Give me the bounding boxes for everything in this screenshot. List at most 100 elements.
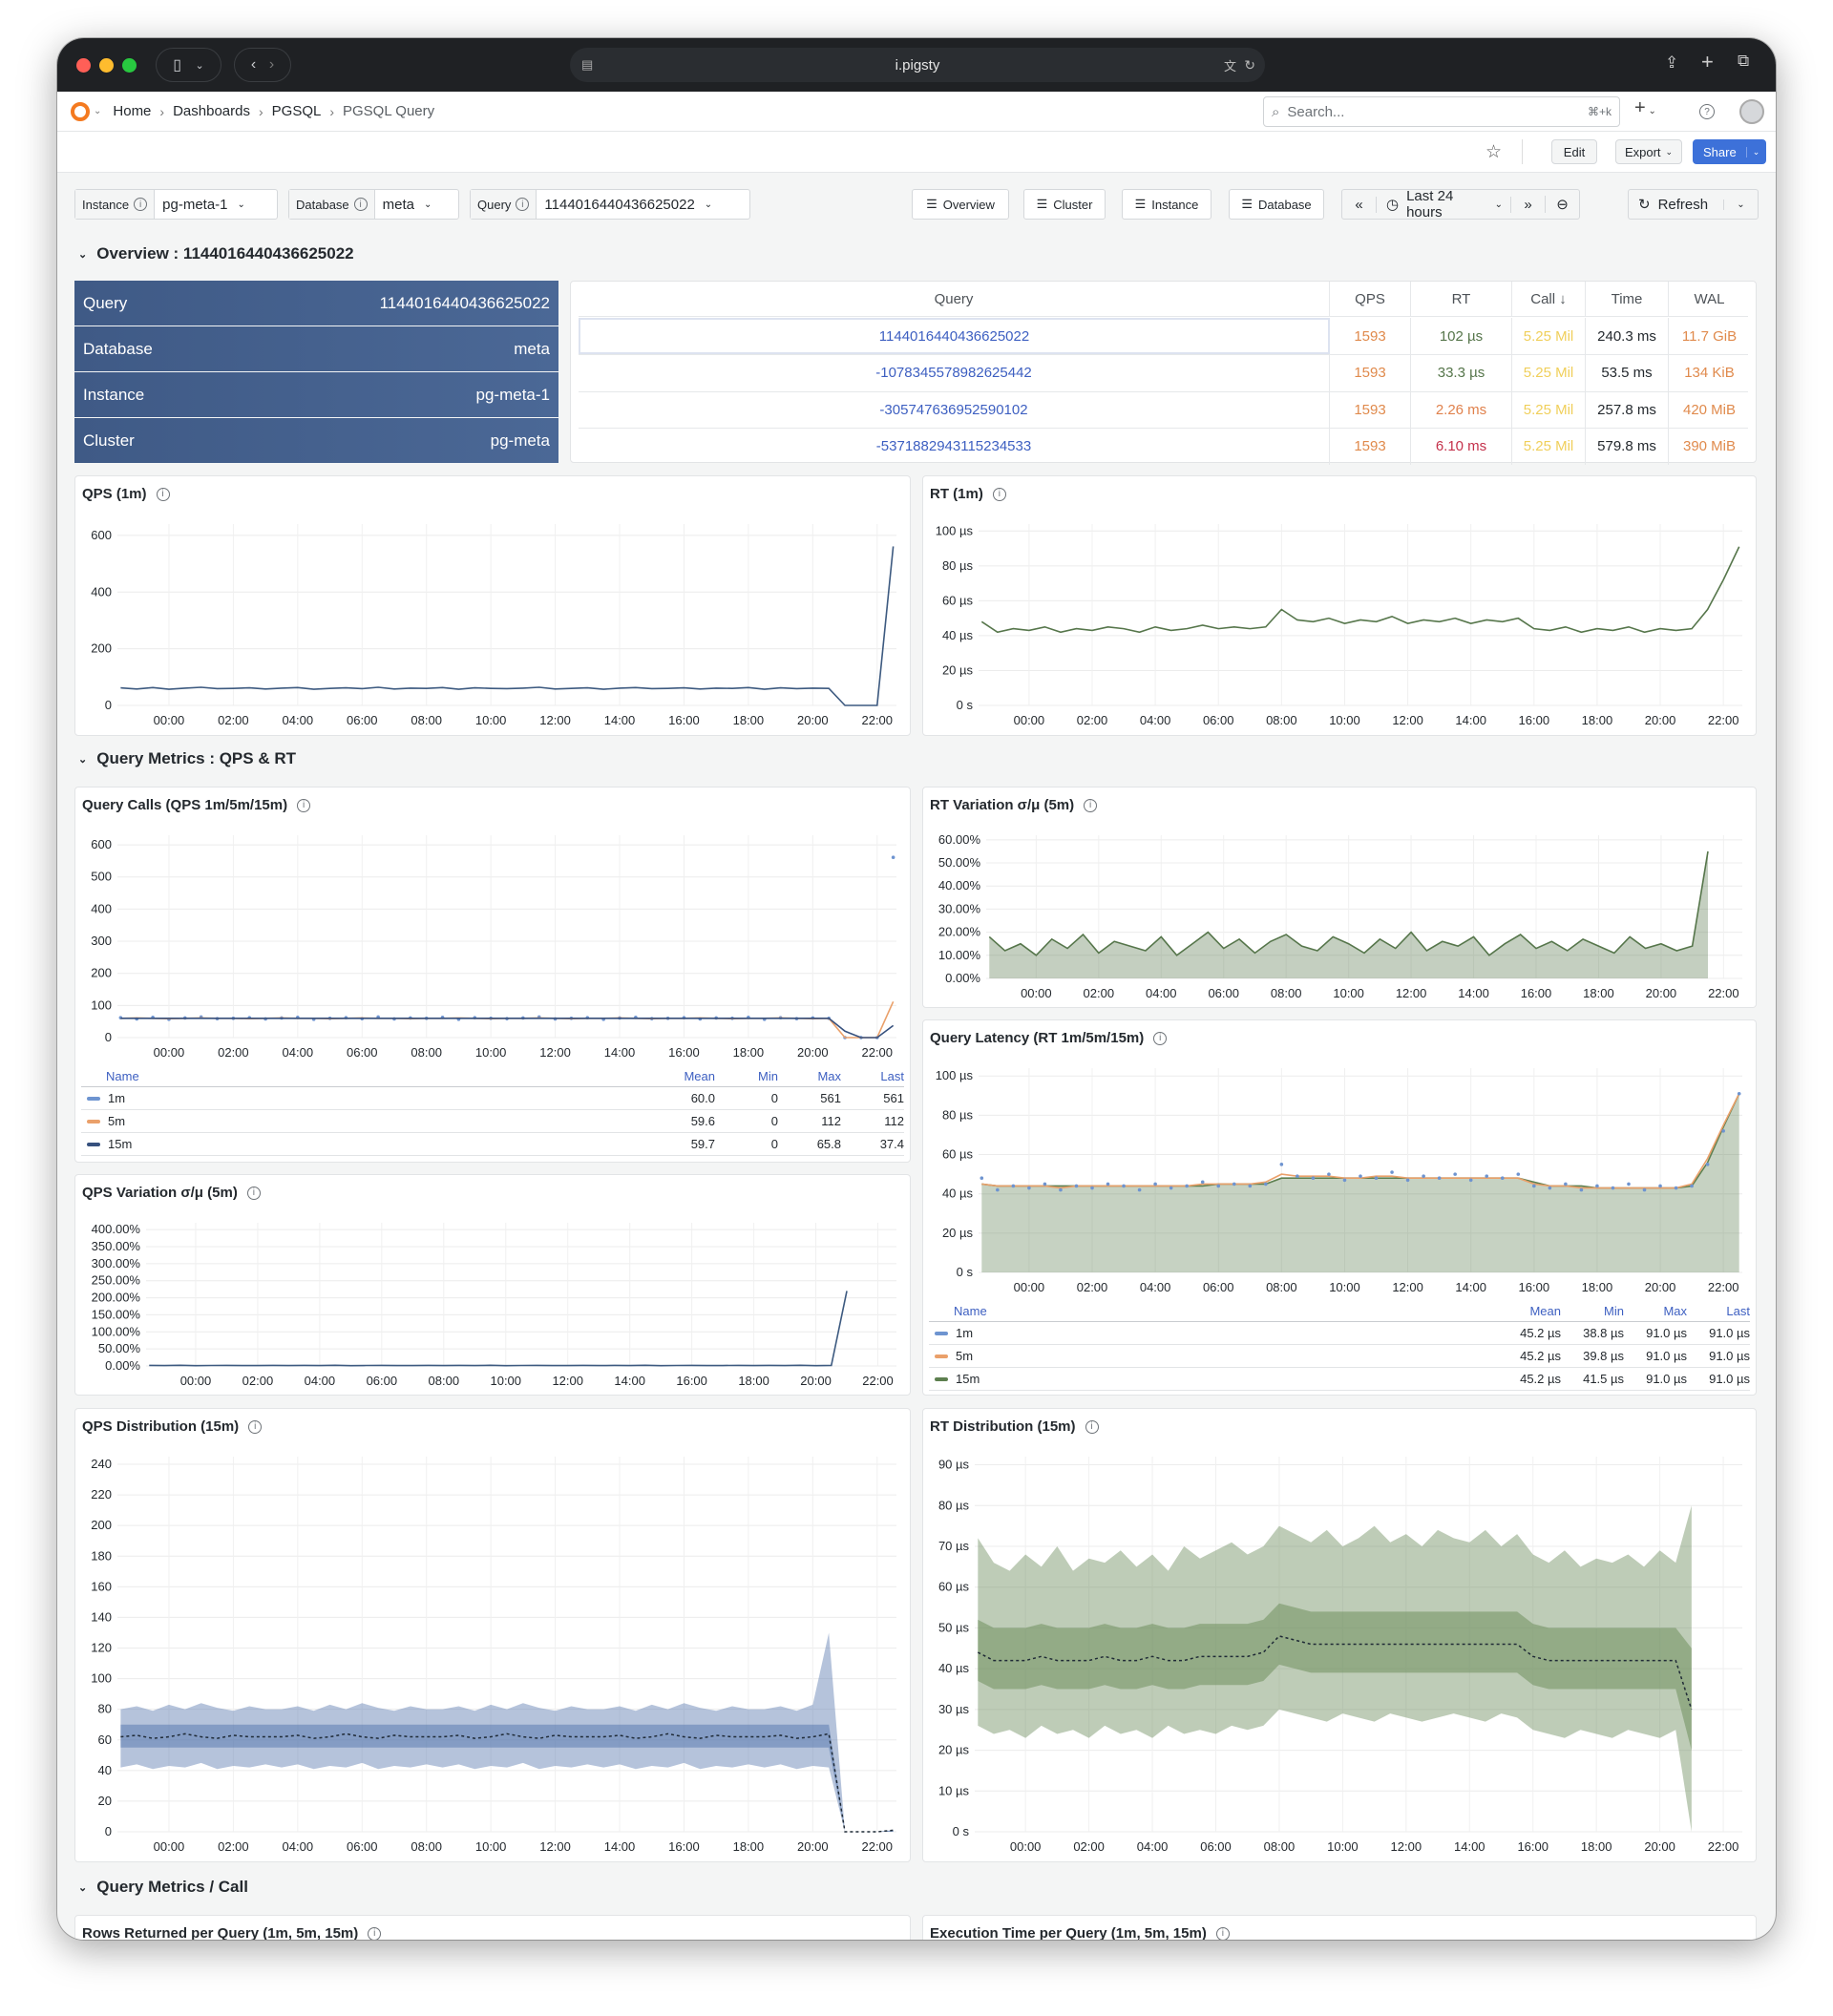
info-icon[interactable]: i	[156, 487, 170, 501]
column-header[interactable]: WAL	[1694, 290, 1725, 307]
legend-col[interactable]: Mean	[684, 1069, 715, 1083]
y-tick-label: 20 µs	[942, 662, 974, 677]
export-button[interactable]: Export ⌄	[1615, 139, 1682, 164]
legend-row[interactable]: 15m 59.7 0 65.8 37.4	[81, 1133, 904, 1156]
legend-col[interactable]: Min	[1604, 1304, 1624, 1318]
info-icon[interactable]: i	[992, 487, 1006, 501]
query-link[interactable]: -1078345578982625442	[579, 354, 1330, 391]
legend-col[interactable]: Last	[1726, 1304, 1750, 1318]
instance-variable[interactable]: Instance i pg-meta-1 ⌄	[74, 189, 278, 220]
add-button[interactable]: + ⌄	[1634, 97, 1656, 118]
variable-value: 1144016440436625022	[544, 196, 695, 213]
column-header[interactable]: Time	[1586, 282, 1669, 316]
stat-value: pg-meta	[490, 430, 550, 450]
legend-col[interactable]: Min	[758, 1069, 778, 1083]
y-tick-label: 100 µs	[936, 523, 974, 537]
legend-col-name[interactable]: Name	[954, 1304, 987, 1318]
table-cell: 1593	[1330, 318, 1411, 354]
section-per-call[interactable]: ⌄ Query Metrics / Call	[78, 1878, 248, 1897]
sidebar-toggle-button[interactable]: ▯ ⌄	[156, 48, 221, 82]
share-button[interactable]: Share ⌄	[1693, 139, 1766, 164]
query-calls-chart: 0 100 200 300 400 500 600 00:00 02:00 04:00 06:00 0…	[91, 835, 896, 1060]
link-instance[interactable]: ☰ Instance	[1122, 189, 1211, 220]
info-icon[interactable]: i	[368, 1926, 382, 1940]
link-overview[interactable]: ☰ Overview	[912, 189, 1009, 220]
legend-row[interactable]: 1m 60.0 0 561 561	[81, 1087, 904, 1110]
info-icon[interactable]: i	[246, 1186, 261, 1200]
tabs-overview-icon[interactable]: ⧉	[1738, 52, 1750, 70]
query-link[interactable]: -305747636952590102	[579, 391, 1330, 428]
legend-col[interactable]: Max	[817, 1069, 841, 1083]
y-tick-label: 160	[91, 1579, 112, 1593]
column-header[interactable]: Query	[579, 282, 1330, 316]
edit-label: Edit	[1563, 144, 1586, 159]
time-range-picker[interactable]: ◷ Last 24 hours ⌄	[1377, 188, 1510, 220]
legend-row[interactable]: 5m 59.6 0 112 112	[81, 1110, 904, 1133]
refresh-interval-dropdown[interactable]: ⌄	[1723, 199, 1758, 210]
edit-button[interactable]: Edit	[1551, 139, 1597, 164]
star-icon[interactable]: ☆	[1485, 142, 1503, 162]
close-window-button[interactable]	[76, 58, 91, 73]
zoom-out-icon[interactable]: ⊖	[1545, 196, 1579, 213]
y-tick-label: 140	[91, 1609, 112, 1624]
breadcrumb-pgsql[interactable]: PGSQL	[271, 103, 322, 119]
table-cell: 134 KiB	[1684, 365, 1735, 381]
share-dropdown-icon[interactable]: ⌄	[1746, 146, 1765, 158]
legend-row[interactable]: 5m 45.2 µs 39.8 µs 91.0 µs 91.0 µs	[929, 1345, 1750, 1368]
avatar[interactable]	[1739, 99, 1764, 124]
legend-col[interactable]: Max	[1663, 1304, 1687, 1318]
translate-icon[interactable]: 文	[1223, 58, 1236, 74]
breadcrumb-dashboards[interactable]: Dashboards	[173, 103, 250, 119]
stat-label: Instance	[83, 385, 145, 404]
query-variable[interactable]: Query i 1144016440436625022 ⌄	[470, 189, 750, 220]
section-overview[interactable]: ⌄ Overview : 1144016440436625022	[78, 244, 354, 263]
help-icon[interactable]: ?	[1699, 104, 1715, 119]
column-header[interactable]: Call ↓	[1512, 282, 1586, 316]
link-database[interactable]: ☰ Database	[1229, 189, 1324, 220]
info-icon[interactable]: i	[1084, 798, 1098, 812]
legend-value: 91.0 µs	[1646, 1349, 1687, 1363]
y-tick-label: 0	[105, 1030, 112, 1044]
chevron-down-icon[interactable]: ⌄	[94, 106, 102, 116]
grafana-logo-icon[interactable]	[71, 101, 90, 121]
legend-col-name[interactable]: Name	[106, 1069, 139, 1083]
share-icon[interactable]: ⇪	[1665, 53, 1679, 72]
shift-forward-icon[interactable]: »	[1510, 196, 1545, 213]
y-tick-label: 30.00%	[938, 901, 981, 915]
new-tab-icon[interactable]: +	[1701, 50, 1714, 74]
reload-icon[interactable]: ↻	[1244, 56, 1255, 73]
y-tick-label: 60	[98, 1732, 112, 1747]
legend-col[interactable]: Mean	[1529, 1304, 1561, 1318]
section-qps-rt[interactable]: ⌄ Query Metrics : QPS & RT	[78, 749, 296, 768]
database-variable[interactable]: Database i meta ⌄	[288, 189, 459, 220]
forward-icon[interactable]: ›	[268, 56, 275, 73]
link-cluster[interactable]: ☰ Cluster	[1023, 189, 1106, 220]
query-link[interactable]: 1144016440436625022	[579, 318, 1330, 354]
x-tick-label: 18:00	[733, 713, 765, 727]
series-name: 15m	[108, 1137, 133, 1151]
breadcrumb-home[interactable]: Home	[113, 103, 152, 119]
column-header[interactable]: QPS	[1330, 282, 1411, 316]
minimize-window-button[interactable]	[99, 58, 114, 73]
info-icon[interactable]: i	[1085, 1419, 1099, 1434]
legend-row[interactable]: 15m 45.2 µs 41.5 µs 91.0 µs 91.0 µs	[929, 1368, 1750, 1391]
rt-distribution-chart: 0 s 10 µs 20 µs 30 µs 40 µs 50 µs 60 µs 70 µs 80…	[938, 1457, 1742, 1854]
address-bar[interactable]: ▤ i.pigsty 文 ↻	[570, 48, 1265, 82]
y-tick-label: 50.00%	[938, 855, 981, 870]
legend-row[interactable]: 1m 45.2 µs 38.8 µs 91.0 µs 91.0 µs	[929, 1322, 1750, 1345]
search-input[interactable]: ⌕ Search... ⌘+k	[1263, 96, 1620, 127]
info-icon[interactable]: i	[248, 1419, 263, 1434]
refresh-button[interactable]: ↻ Refresh	[1629, 196, 1723, 214]
shift-back-icon[interactable]: «	[1342, 196, 1377, 213]
legend-col[interactable]: Last	[880, 1069, 904, 1083]
query-link[interactable]: -5371882943115234533	[579, 428, 1330, 465]
back-icon[interactable]: ‹	[250, 56, 257, 73]
x-tick-label: 10:00	[1327, 1839, 1359, 1854]
zoom-window-button[interactable]	[122, 58, 137, 73]
1m-series-point	[1248, 1184, 1253, 1188]
info-icon[interactable]: i	[297, 798, 311, 812]
column-header[interactable]: RT	[1411, 282, 1512, 316]
1m-series-point	[1674, 1186, 1678, 1190]
info-icon[interactable]: i	[1215, 1926, 1230, 1940]
info-icon[interactable]: i	[1153, 1031, 1168, 1045]
